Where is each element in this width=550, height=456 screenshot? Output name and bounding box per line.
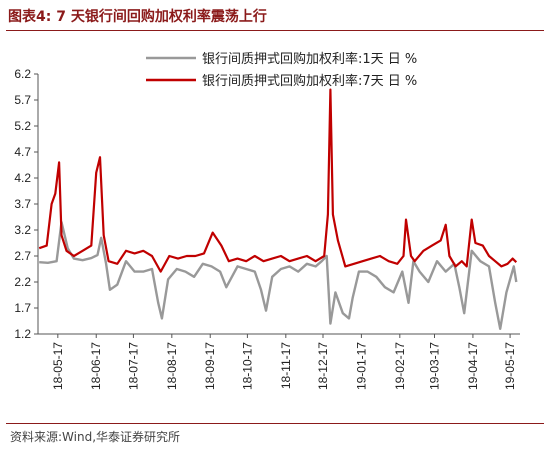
y-tick-label: 1.2 xyxy=(14,327,31,341)
x-tick-label: 18-10-17 xyxy=(240,342,254,390)
series-line-1d xyxy=(39,221,518,330)
y-tick-label: 5.7 xyxy=(14,93,31,107)
y-tick-label: 3.7 xyxy=(14,197,31,211)
chart-title: 图表4: 7 天银行间回购加权利率震荡上行 xyxy=(8,9,267,25)
x-tick-label: 18-12-17 xyxy=(316,342,330,390)
legend-label: 银行间质押式回购加权利率:7天 日 % xyxy=(202,73,417,89)
series-layer xyxy=(38,88,518,330)
y-tick-label: 5.2 xyxy=(14,119,31,133)
y-axis: 1.2 1.7 2.2 2.7 3.2 3.7 4.2 4.7 5.2 5.7 6.2 xyxy=(14,67,39,341)
y-tick-label: 3.2 xyxy=(14,223,31,237)
x-tick-label: 19-03-17 xyxy=(428,342,442,390)
x-axis: 18-05-17 18-06-17 18-07-17 18-08-17 18-09-17… xyxy=(38,333,520,390)
x-tick-label: 19-01-17 xyxy=(354,342,368,390)
x-tick-label: 18-06-17 xyxy=(89,342,103,390)
y-tick-label: 4.2 xyxy=(14,171,31,185)
x-tick-label: 19-05-17 xyxy=(503,342,517,390)
x-tick-label: 18-05-17 xyxy=(51,342,65,390)
x-tick-label: 18-11-17 xyxy=(279,342,293,389)
x-tick-label: 19-02-17 xyxy=(393,342,407,390)
y-tick-label: 2.7 xyxy=(14,249,31,263)
x-tick-label: 18-08-17 xyxy=(165,342,179,390)
y-tick-label: 2.2 xyxy=(14,275,31,289)
legend-label: 银行间质押式回购加权利率:1天 日 % xyxy=(202,51,417,67)
y-tick-label: 1.7 xyxy=(14,301,31,315)
y-tick-label: 4.7 xyxy=(14,145,31,159)
y-tick-label: 6.2 xyxy=(14,67,31,81)
source-divider xyxy=(6,423,544,424)
x-tick-label: 18-09-17 xyxy=(203,342,217,390)
x-tick-label: 18-07-17 xyxy=(126,342,140,390)
series-line-7d xyxy=(38,88,518,273)
title-divider xyxy=(6,30,544,31)
x-tick-label: 19-04-17 xyxy=(466,342,480,390)
source-note: 资料来源:Wind,华泰证券研究所 xyxy=(10,430,181,444)
line-chart: 1.2 1.7 2.2 2.7 3.2 3.7 4.2 4.7 5.2 5.7 6.2 18-05-… xyxy=(14,51,520,390)
legend: 银行间质押式回购加权利率:1天 日 % 银行间质押式回购加权利率:7天 日 % xyxy=(146,51,417,89)
